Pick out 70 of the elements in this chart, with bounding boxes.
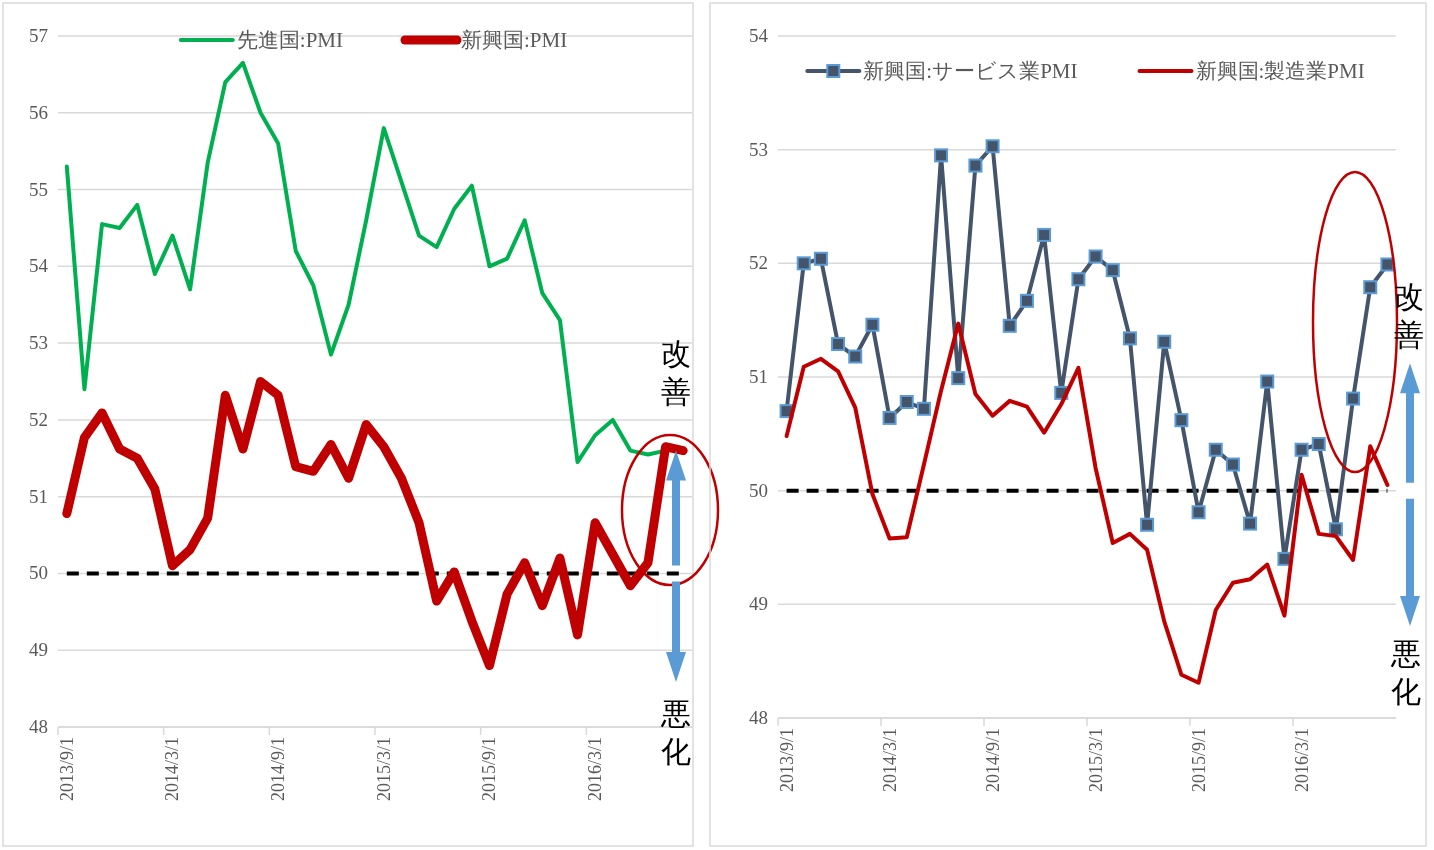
y-tick-label: 51: [29, 485, 48, 507]
point: [1157, 334, 1172, 349]
point: [1346, 391, 1361, 406]
legend-label: 新興国:サービス業PMI: [863, 59, 1078, 83]
point: [1174, 413, 1189, 428]
y-tick-label: 57: [29, 25, 48, 46]
y-tick-label: 50: [749, 479, 768, 501]
point: [934, 148, 949, 163]
y-tick-label: 54: [29, 255, 49, 277]
y-tick-label: 53: [749, 138, 768, 160]
point: [1088, 249, 1103, 264]
point: [1140, 517, 1155, 532]
y-tick-label: 51: [749, 366, 768, 387]
x-tick-label: 2013/9/1: [776, 728, 797, 793]
point: [1363, 280, 1378, 295]
y-tick-label: 53: [29, 332, 48, 354]
y-tick-label: 54: [749, 25, 769, 46]
y-tick-label: 52: [749, 252, 768, 274]
legend-label: 新興国:PMI: [461, 28, 568, 52]
y-tick-label: 48: [29, 716, 48, 737]
point: [1277, 551, 1292, 566]
legend-label: 先進国:PMI: [236, 28, 343, 52]
y-tick-label: 56: [29, 101, 48, 123]
point: [1311, 437, 1326, 452]
x-tick-label: 2015/9/1: [479, 737, 500, 802]
point: [1294, 442, 1309, 457]
point: [831, 337, 846, 352]
y-tick-label: 49: [29, 639, 48, 661]
point: [848, 349, 863, 364]
x-tick-label: 2014/3/1: [162, 737, 183, 802]
point: [1122, 331, 1137, 346]
x-tick-label: 2014/3/1: [879, 728, 900, 793]
y-tick-label: 50: [29, 562, 48, 584]
point: [985, 139, 1000, 154]
point: [951, 371, 966, 386]
point: [1243, 516, 1258, 531]
x-tick-label: 2014/9/1: [982, 728, 1003, 793]
point: [865, 317, 880, 332]
point: [1002, 318, 1017, 333]
point: [1328, 522, 1343, 537]
point: [968, 158, 983, 173]
x-tick-label: 2016/3/1: [585, 737, 606, 802]
point: [796, 256, 811, 271]
point: [1380, 257, 1395, 272]
y-tick-label: 49: [749, 593, 768, 615]
point: [1208, 442, 1223, 457]
point: [1105, 263, 1120, 278]
x-tick-label: 2015/3/1: [373, 737, 394, 802]
point: [1019, 293, 1034, 308]
y-tick-label: 48: [749, 707, 768, 728]
point: [1071, 272, 1086, 287]
point: [882, 410, 897, 425]
y-tick-label: 55: [29, 178, 48, 200]
annotation: 悪化: [1390, 637, 1421, 708]
x-tick-label: 2016/3/1: [1291, 728, 1312, 793]
point: [813, 251, 828, 266]
annotation: 改善: [661, 337, 691, 408]
annotation: 悪化: [660, 697, 691, 768]
point: [916, 401, 931, 416]
point: [1191, 505, 1206, 520]
x-tick-label: 2015/3/1: [1085, 728, 1106, 793]
x-tick-label: 2014/9/1: [268, 737, 289, 802]
y-tick-label: 52: [29, 408, 48, 430]
point: [1037, 227, 1052, 242]
point: [899, 395, 914, 410]
point: [1225, 457, 1240, 472]
x-tick-label: 2013/9/1: [56, 737, 77, 802]
point: [1260, 374, 1275, 389]
x-tick-label: 2015/9/1: [1188, 728, 1209, 793]
legend-label: 新興国:製造業PMI: [1195, 59, 1365, 83]
